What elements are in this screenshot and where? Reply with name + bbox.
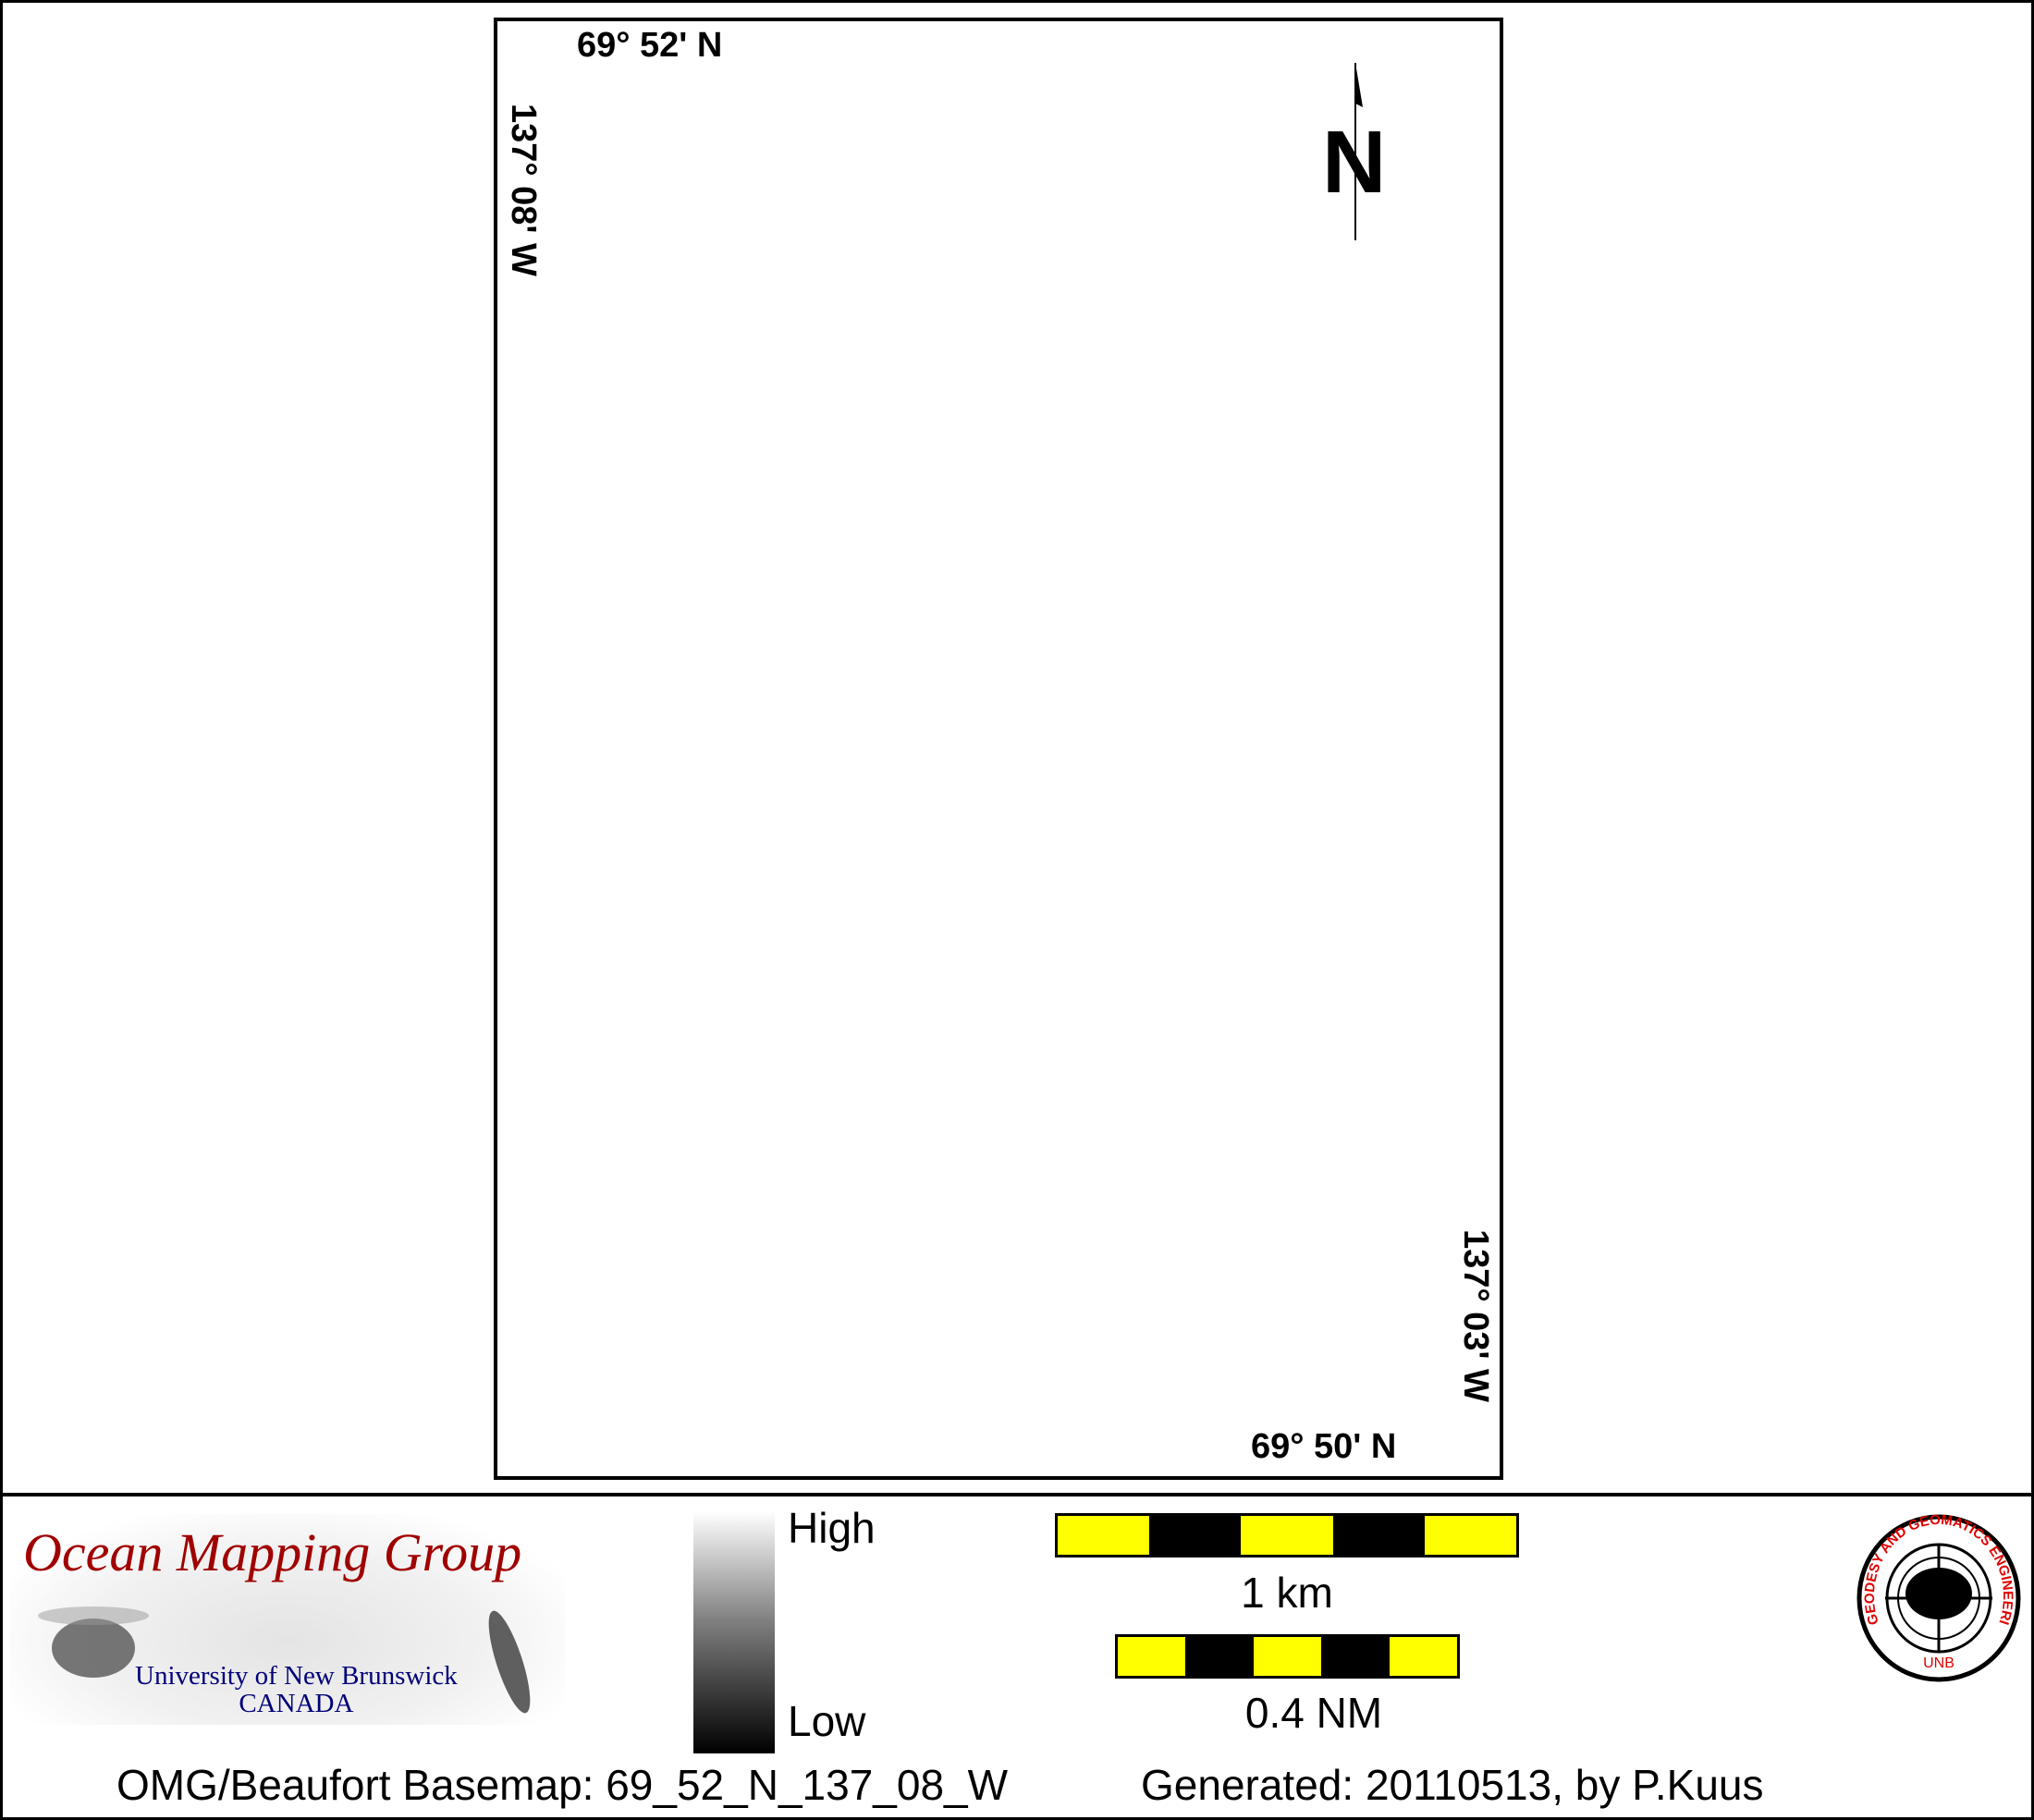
scale-segment: [1253, 1637, 1322, 1676]
scale-segment: [1185, 1637, 1254, 1676]
scale-segment: [1389, 1637, 1458, 1676]
generated-info: Generated: 20110513, by P.Kuus: [1141, 1761, 1764, 1809]
scale-bar-nm: [1115, 1634, 1460, 1679]
top-latitude-label: 69° 52' N: [577, 26, 723, 65]
legend-separator: [0, 1493, 2034, 1496]
ocean-mapping-group-logo: Ocean Mapping Group University of New Br…: [10, 1514, 565, 1725]
scale-segment: [1241, 1516, 1333, 1555]
legend-low-label: Low: [788, 1697, 866, 1745]
north-arrow-icon: [1354, 63, 1363, 240]
right-longitude-label: 137° 03' W: [1456, 1229, 1495, 1402]
scale-segment: [1321, 1637, 1390, 1676]
basemap-title: OMG/Beaufort Basemap: 69_52_N_137_08_W: [116, 1761, 1009, 1809]
scale-segment: [1332, 1516, 1425, 1555]
scale-segment: [1118, 1637, 1186, 1676]
left-longitude-label: 137° 08' W: [504, 104, 543, 276]
university-name: University of New Brunswick: [135, 1661, 458, 1691]
scale-km-label: 1 km: [1241, 1569, 1333, 1617]
shipwreck-icon: [488, 1610, 531, 1714]
scale-bar-km: [1055, 1513, 1519, 1557]
legend-high-label: High: [788, 1504, 876, 1552]
scale-segment: [1149, 1516, 1242, 1555]
map-frame: [494, 18, 1503, 1480]
logo-university: University of New Brunswick CANADA: [135, 1662, 458, 1717]
scale-segment: [1424, 1516, 1517, 1555]
scale-segment: [1058, 1516, 1150, 1555]
country-name: CANADA: [239, 1689, 354, 1718]
scale-nm-label: 0.4 NM: [1244, 1689, 1383, 1737]
survey-vessel-icon: [38, 1606, 149, 1678]
depth-gradient-legend: [693, 1511, 775, 1753]
north-label: N: [1322, 113, 1387, 212]
logo-title: Ocean Mapping Group: [23, 1522, 522, 1582]
unb-geodesy-seal-icon: GEODESY AND GEOMATICS ENGINEERING UNB: [1853, 1512, 2021, 1682]
svg-text:UNB: UNB: [1923, 1655, 1954, 1671]
bottom-latitude-label: 69° 50' N: [1251, 1427, 1397, 1466]
